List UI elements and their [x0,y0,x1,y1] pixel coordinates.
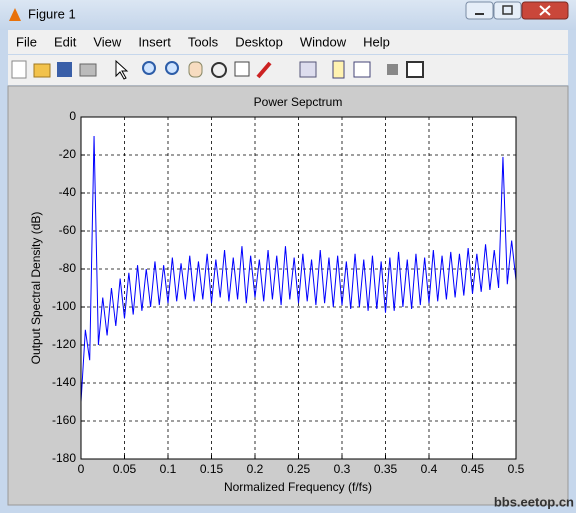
app-icon [9,8,21,21]
y-tick-label: -40 [59,185,77,199]
x-tick-label: 0.45 [461,462,485,476]
y-tick-label: -120 [52,337,76,351]
y-tick-label: -20 [59,147,77,161]
colorbar-icon[interactable] [332,60,345,79]
menu-item[interactable]: File [16,34,37,49]
menu-item[interactable]: Tools [188,34,219,49]
new-icon[interactable] [11,60,27,79]
y-tick-label: -60 [59,223,77,237]
y-tick-label: -180 [52,451,76,465]
y-tick-label: 0 [69,109,76,123]
x-tick-label: 0.1 [160,462,177,476]
maximize-glyph [502,5,513,15]
chart-title: Power Sepctrum [254,95,343,109]
close-glyph [539,5,551,16]
toolbar [8,55,568,85]
x-tick-label: 0.5 [508,462,525,476]
x-tick-label: 0.05 [113,462,137,476]
y-axis-label: Output Spectral Density (dB) [29,212,43,365]
menu-item[interactable]: Help [363,34,390,49]
link-icon[interactable] [299,61,317,78]
menu-item[interactable]: Edit [54,34,77,49]
zoom-out-icon[interactable] [165,61,179,75]
legend-icon[interactable] [353,61,371,78]
menu-item[interactable]: Desktop [235,34,283,49]
x-tick-label: 0.3 [334,462,351,476]
minimize-button[interactable] [465,1,494,20]
maximize-button[interactable] [493,1,522,20]
menu-item[interactable]: Window [300,34,347,49]
x-axis-label: Normalized Frequency (f/fs) [224,480,372,494]
print-icon[interactable] [79,63,97,77]
open-icon[interactable] [33,63,51,78]
x-tick-label: 0 [78,462,85,476]
save-icon[interactable] [57,62,72,77]
spectrum-line [80,135,517,403]
watermark: bbs.eetop.cn [494,494,574,509]
menu-bar [8,30,568,54]
y-tick-label: -80 [59,261,77,275]
menu-item[interactable]: View [93,34,122,49]
dock-icon[interactable] [406,61,424,78]
y-tick-label: -160 [52,413,76,427]
window-title: Figure 1 [28,6,76,21]
hide-tools-icon[interactable] [387,64,398,75]
x-tick-label: 0.2 [247,462,264,476]
x-tick-label: 0.25 [287,462,311,476]
x-tick-label: 0.4 [421,462,438,476]
pan-icon[interactable] [188,61,203,78]
datacursor-icon[interactable] [234,61,250,77]
rotate-icon[interactable] [211,62,227,78]
toolbar-icons [11,59,424,80]
x-tick-label: 0.15 [200,462,224,476]
zoom-in-icon[interactable] [142,61,156,75]
axes-box [80,116,517,460]
menu-item[interactable]: Insert [138,34,171,49]
brush-icon[interactable] [256,61,272,79]
pointer-icon[interactable] [115,59,129,80]
y-tick-label: -140 [52,375,76,389]
y-tick-label: -100 [52,299,76,313]
x-tick-label: 0.35 [374,462,398,476]
